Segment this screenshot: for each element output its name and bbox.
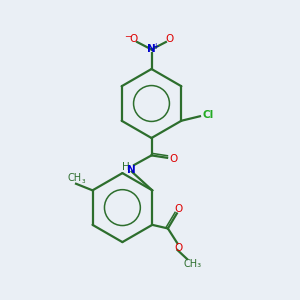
Text: O: O: [174, 204, 182, 214]
Text: O: O: [175, 243, 183, 253]
Text: +: +: [152, 42, 159, 51]
Text: O: O: [165, 34, 174, 44]
Text: ₃: ₃: [82, 176, 85, 185]
Text: Cl: Cl: [202, 110, 214, 120]
Text: CH₃: CH₃: [183, 259, 202, 269]
Text: −: −: [124, 32, 131, 41]
Text: O: O: [129, 34, 137, 44]
Text: H: H: [122, 161, 130, 172]
Text: N: N: [127, 165, 136, 175]
Text: N: N: [147, 44, 156, 55]
Text: CH: CH: [68, 173, 82, 183]
Text: O: O: [169, 154, 178, 164]
